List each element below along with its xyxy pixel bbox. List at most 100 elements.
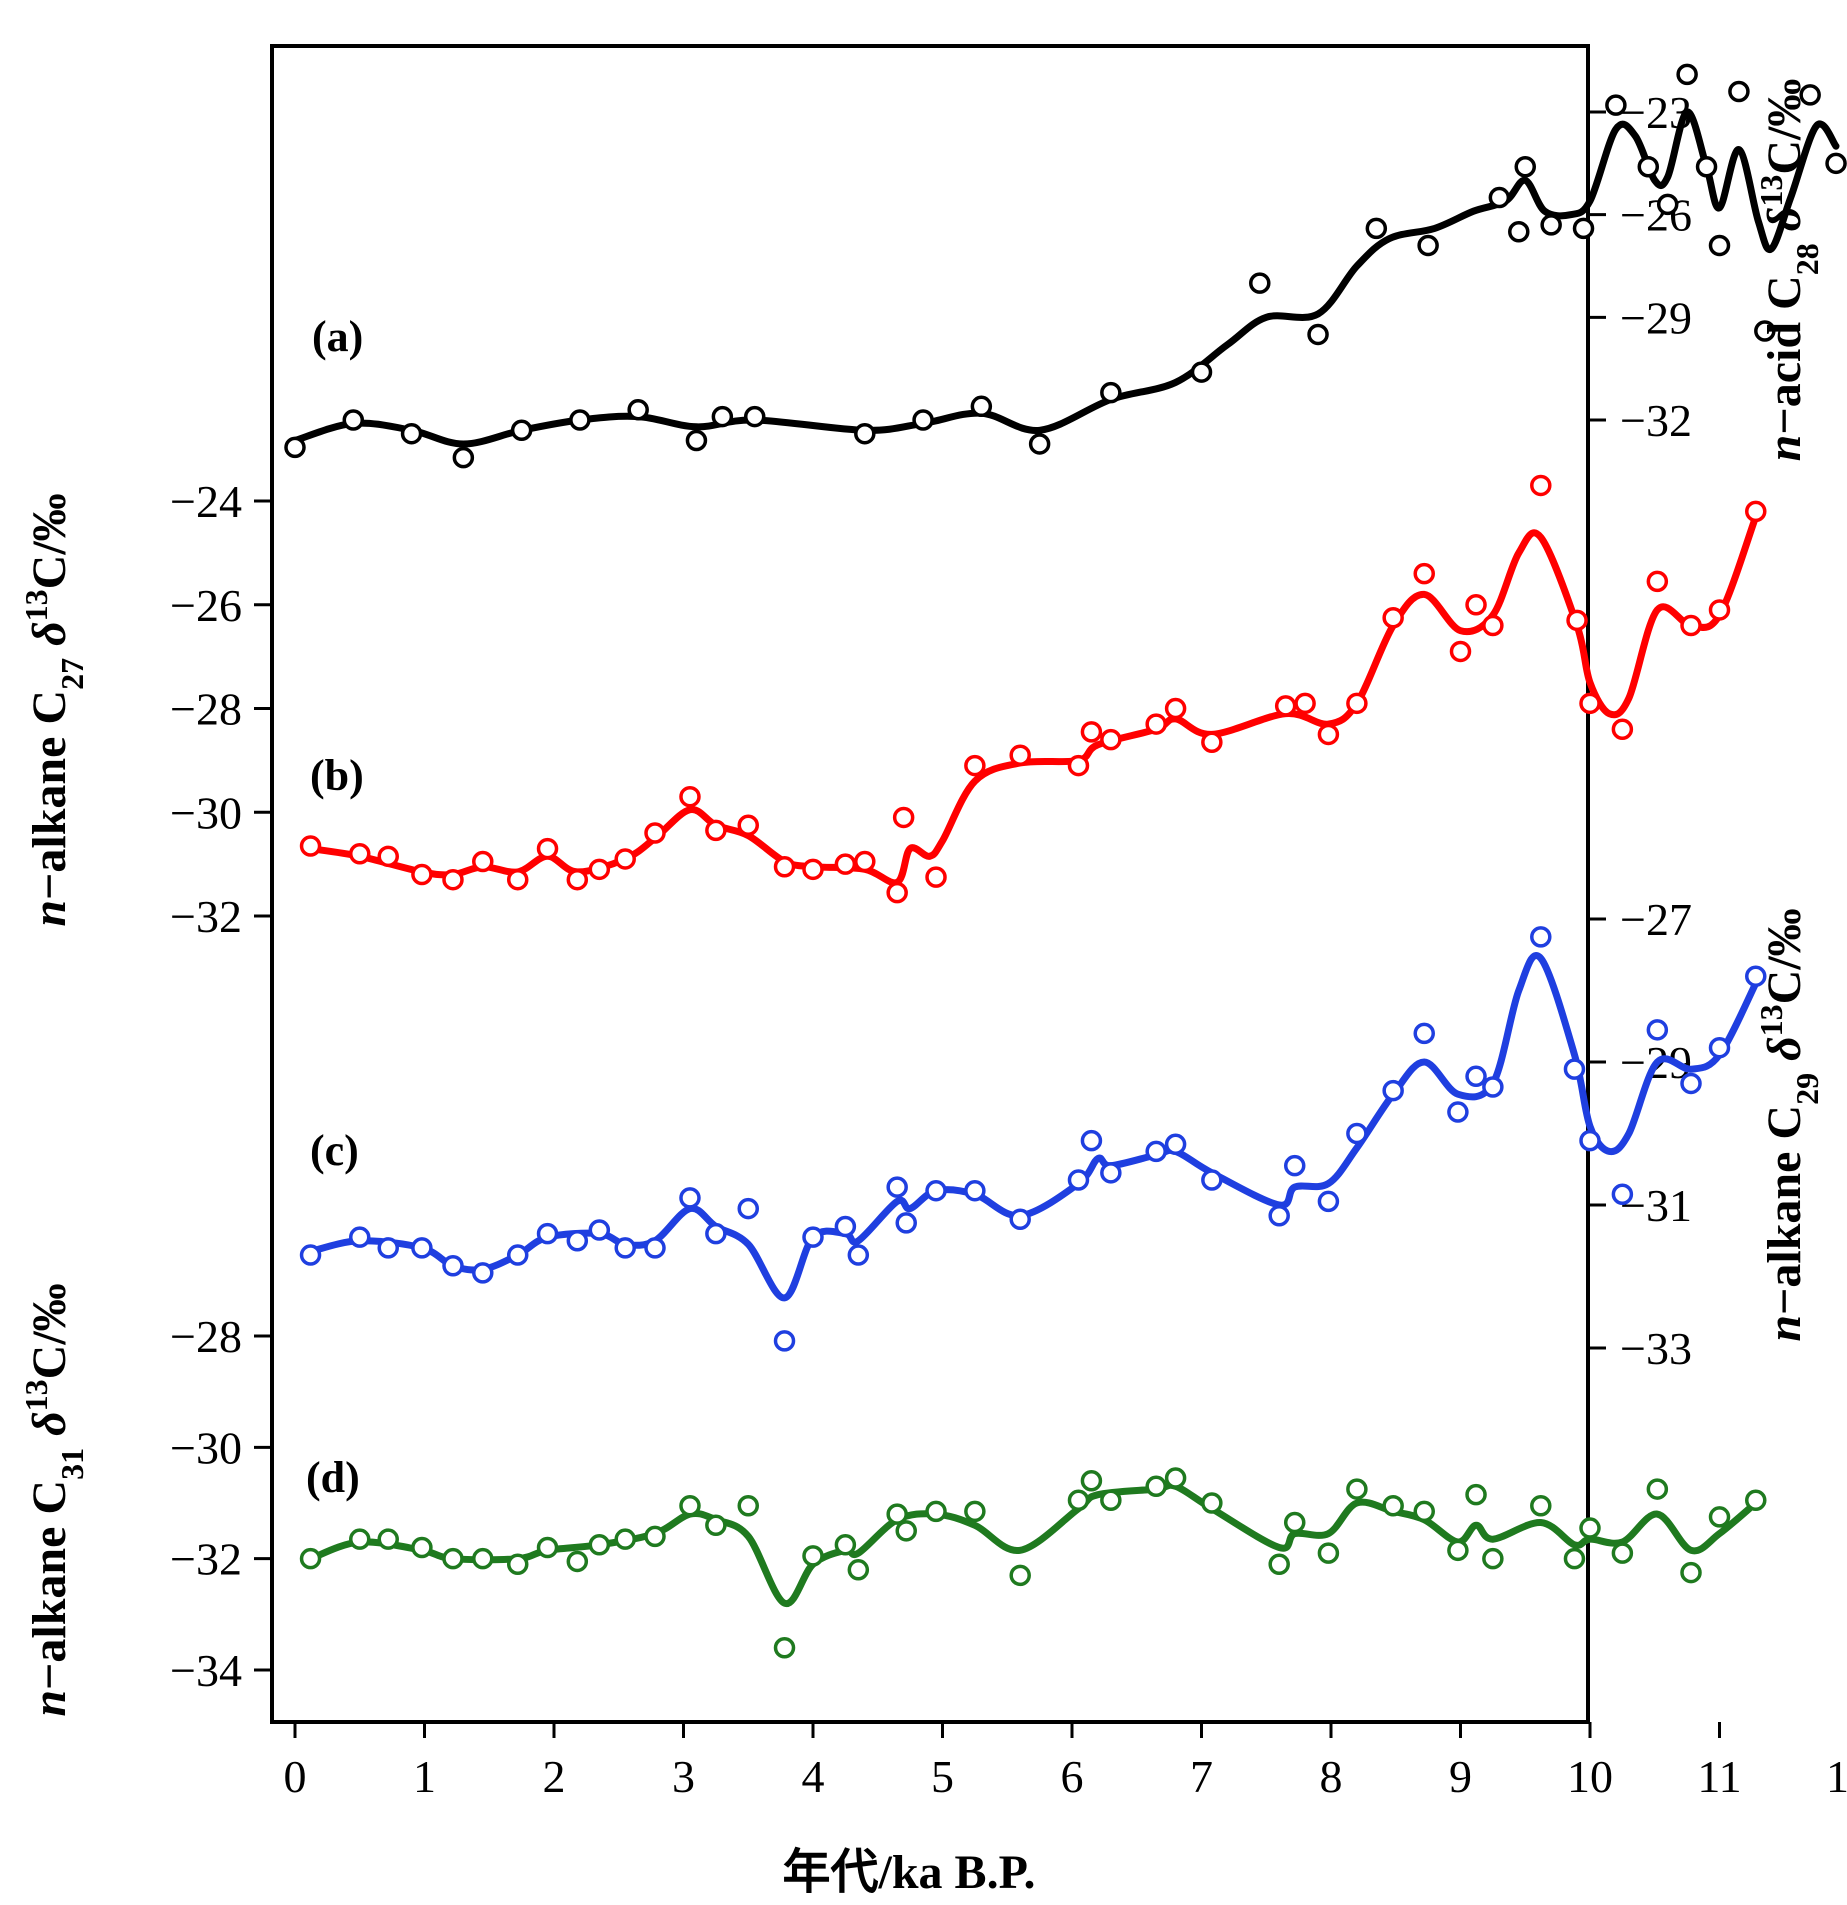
data-point [1728, 80, 1750, 103]
y-axis-title-part: 27 [54, 658, 90, 690]
data-point [1449, 640, 1472, 663]
data-point [912, 409, 934, 431]
data-point [1611, 1183, 1634, 1206]
y-axis-title-part: δ [1758, 1036, 1811, 1061]
panel-label: (c) [310, 1126, 359, 1175]
data-point [1708, 1036, 1731, 1059]
data-point [349, 843, 371, 865]
data-point [299, 1547, 322, 1570]
data-point [1447, 1101, 1469, 1123]
data-point [510, 419, 533, 442]
data-point [1413, 562, 1435, 585]
data-point [1100, 1162, 1122, 1184]
data-point [886, 1503, 908, 1525]
data-point [1482, 1076, 1504, 1098]
x-tick-label: 2 [543, 1751, 566, 1802]
data-point [644, 1525, 666, 1548]
data-point [679, 1187, 701, 1209]
data-point [588, 1534, 611, 1556]
y-axis-title-part: n [23, 1690, 76, 1717]
data-point [1294, 692, 1316, 715]
data-point [566, 868, 589, 891]
data-point [1579, 1517, 1601, 1539]
y-tick-label: −33 [1620, 1323, 1692, 1374]
data-point [284, 436, 306, 459]
data-point [644, 1237, 666, 1259]
y-axis-title-part: 31 [54, 1448, 90, 1480]
series-line-a [291, 108, 1840, 448]
panel-label: (a) [312, 312, 363, 361]
y-axis-title-part: C/‰ [1758, 908, 1811, 1004]
y-tick-label: −24 [170, 476, 242, 527]
data-point [536, 1536, 559, 1559]
data-point [834, 1534, 857, 1556]
data-point [506, 1244, 529, 1266]
data-point [1566, 609, 1588, 632]
data-point [299, 1244, 322, 1266]
data-point [1482, 614, 1504, 637]
panel-b: −24 −26 −28 −30 −32 (b) n−alkane C27 δ13C/‰ [18, 474, 1767, 942]
x-tick-label: 5 [931, 1751, 954, 1802]
data-point [1009, 744, 1031, 766]
data-point [1164, 1133, 1187, 1155]
data-point [737, 1197, 759, 1220]
data-point [1611, 718, 1634, 740]
y-tick-label: −30 [170, 1422, 242, 1473]
data-point [1317, 723, 1340, 746]
data-point [644, 822, 666, 844]
y-axis-title-part [1758, 1061, 1811, 1073]
data-point [1488, 186, 1511, 209]
y-axis-title-part: δ [1758, 207, 1811, 232]
data-point [349, 1226, 371, 1248]
data-point [834, 853, 857, 875]
x-axis: 0123456789101112 [284, 1722, 1847, 1802]
data-point [679, 785, 701, 808]
data-point [1637, 156, 1660, 178]
panel-d: −28 −30 −32 −34 (d) n−alkane C31 δ13C/‰ [18, 1283, 1767, 1717]
data-point [1646, 1478, 1669, 1500]
data-point [1145, 713, 1167, 735]
data-point [1680, 614, 1702, 637]
data-point [970, 395, 993, 418]
x-tick-label: 3 [672, 1751, 695, 1802]
data-point [886, 881, 908, 904]
data-point [1579, 1129, 1601, 1152]
y-axis-title-part: −alkane C [23, 690, 76, 900]
data-point [854, 422, 876, 445]
x-axis-title: 年代/ka B.P. [783, 1846, 1036, 1899]
data-point [1201, 1492, 1223, 1514]
data-point [349, 1528, 371, 1550]
data-point [614, 1237, 636, 1259]
data-point [1530, 926, 1552, 948]
data-point [1080, 1129, 1103, 1152]
data-point [411, 863, 433, 886]
y-axis-title-a: n−acid C28 δ13C/‰ [1753, 79, 1825, 462]
x-tick-label: 11 [1697, 1751, 1741, 1802]
data-point [1100, 728, 1122, 751]
x-tick-label: 7 [1190, 1751, 1213, 1802]
data-point [472, 1547, 494, 1570]
data-point [964, 754, 986, 777]
data-point [1145, 1140, 1167, 1163]
data-point [1745, 965, 1767, 987]
y-axis-title-part [23, 646, 76, 658]
data-point [377, 1528, 399, 1550]
data-point [1100, 1489, 1122, 1511]
data-point [411, 1536, 433, 1559]
data-point [1563, 1547, 1586, 1570]
data-point [1307, 323, 1329, 346]
data-point [1708, 1506, 1731, 1528]
data-point [1413, 1500, 1435, 1523]
y-axis-title-part [1758, 231, 1811, 243]
data-point [773, 1636, 796, 1659]
data-point [1100, 381, 1122, 404]
panel-c: −27−29−31−33(c)n−alkane C29 δ13C/‰ [299, 894, 1825, 1374]
x-tick-label: 6 [1061, 1751, 1084, 1802]
data-point [802, 1226, 824, 1248]
y-axis-title-part: n [1758, 435, 1811, 462]
data-point [1465, 1483, 1487, 1506]
data-point [847, 1559, 870, 1581]
data-point [737, 1495, 759, 1517]
data-point [925, 1179, 947, 1202]
